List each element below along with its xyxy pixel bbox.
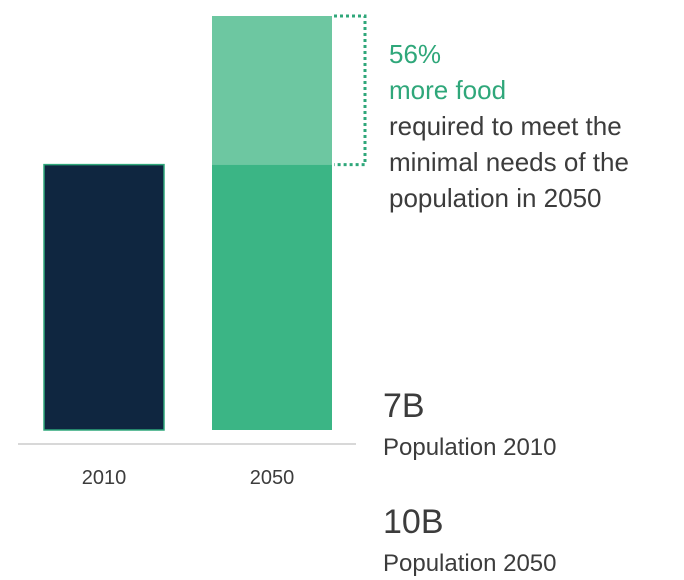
annotation-line-2: minimal needs of the <box>389 147 629 177</box>
annotation-line-3: population in 2050 <box>389 183 602 213</box>
bar-2050-extra <box>212 16 332 165</box>
annotation-percent: 56% <box>389 39 442 69</box>
bar-2010 <box>43 163 165 431</box>
stat-label: Population 2010 <box>383 434 557 461</box>
annotation-headline: more food <box>389 75 507 105</box>
annotation-line-1: required to meet the <box>389 111 622 141</box>
stat-label: Population 2050 <box>383 550 557 577</box>
x-tick-label: 2050 <box>250 467 295 489</box>
food-annotation: 56% more food required to meet the minim… <box>389 36 684 216</box>
bar-2050 <box>212 164 332 430</box>
stat-population-2010: 7B Population 2010 <box>383 387 556 463</box>
stat-value: 10B <box>383 503 444 541</box>
bracket-2050-extra <box>334 14 367 167</box>
stat-value: 7B <box>383 387 425 425</box>
x-tick-label: 2010 <box>82 467 127 489</box>
stat-population-2050: 10B Population 2050 <box>383 503 556 579</box>
